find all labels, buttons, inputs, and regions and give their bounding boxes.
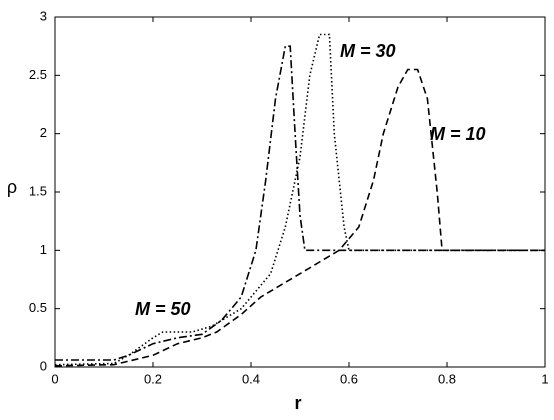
x-tick-label: 0.8: [438, 371, 456, 386]
x-tick-label: 0.2: [144, 371, 162, 386]
y-tick-label: 2.5: [29, 67, 47, 82]
y-tick-label: 0.5: [29, 300, 47, 315]
line-series: [54, 33, 545, 366]
y-tick-label: 1: [40, 242, 47, 257]
x-tick-label: 0: [51, 371, 58, 386]
series-annotation: M = 50: [135, 299, 191, 319]
plot-frame: [54, 16, 546, 368]
series-annotation: M = 30: [340, 41, 396, 61]
y-tick-label: 0: [40, 358, 47, 373]
y-tick-label: 1.5: [29, 183, 47, 198]
x-tick-label: 0.6: [340, 371, 358, 386]
line-series: [55, 45, 545, 361]
y-axis-label: ρ: [7, 177, 17, 197]
x-tick-label: 1: [541, 371, 548, 386]
y-tick-label: 2: [40, 125, 47, 140]
y-tick-label: 3: [40, 8, 47, 23]
series-annotation: M = 10: [430, 124, 486, 144]
line-series: [54, 68, 545, 367]
x-tick-label: 0.4: [242, 371, 260, 386]
x-axis-label: r: [294, 393, 301, 413]
